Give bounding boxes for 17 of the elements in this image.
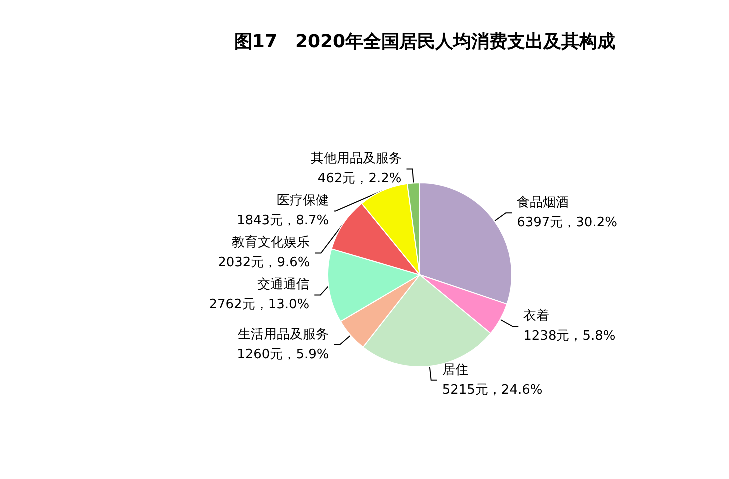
data-label: 6397元，30.2% — [517, 216, 618, 231]
slice-label: 居住 — [442, 362, 468, 378]
slice-label: 其他用品及服务 — [310, 152, 402, 167]
chart-title: 图17 2020年全国居民人均消费支出及其构成 — [234, 32, 616, 52]
data-label: 1260元，5.9% — [237, 347, 330, 362]
slice-label: 交通通信 — [258, 276, 310, 293]
slice-label: 食品烟酒 — [517, 196, 570, 211]
data-label: 2032元，9.6% — [218, 256, 310, 271]
data-label: 2762元，13.0% — [209, 298, 310, 313]
data-label: 462元，2.2% — [318, 172, 402, 187]
data-label: 1238元，5.8% — [524, 329, 616, 344]
slice-label: 生活用品及服务 — [238, 327, 330, 342]
slice-label: 医疗保健 — [277, 194, 330, 209]
slice-label: 衣着 — [524, 308, 550, 324]
data-label: 1843元，8.7% — [236, 214, 330, 229]
slice-label: 教育文化娱乐 — [232, 234, 310, 251]
data-label: 5215元，24.6% — [442, 382, 543, 398]
